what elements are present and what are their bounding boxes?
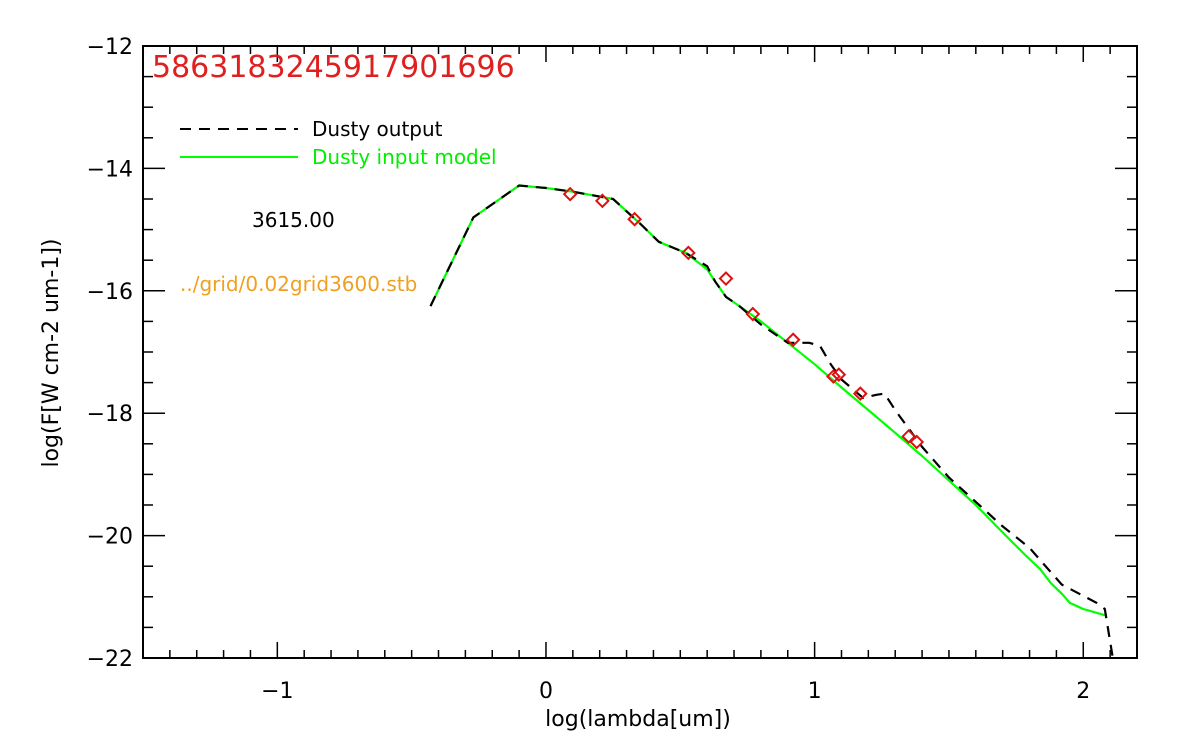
series-dusty-output [429, 184, 1114, 659]
photometry-point [745, 306, 761, 322]
x-tick-label: 2 [1076, 679, 1090, 704]
photometry-point [562, 186, 578, 202]
y-tick-label: −16 [87, 280, 133, 305]
y-tick-label: −14 [87, 157, 133, 182]
photometry-point [909, 434, 925, 450]
x-axis-label: log(lambda[um]) [545, 707, 731, 732]
photometry-point [785, 332, 801, 348]
y-tick-label: −20 [87, 525, 133, 550]
legend-label-dusty-output: Dusty output [312, 117, 443, 141]
y-tick-label: −18 [87, 402, 133, 427]
model-file-label: ../grid/0.02grid3600.stb [180, 272, 417, 296]
id-label: 5863183245917901696 [152, 50, 515, 85]
axis-tick-labels: −1 0 1 2 −22 −20 −18 −16 −14 −12 [87, 35, 1091, 704]
photometry-point [680, 245, 696, 261]
x-tick-label: 0 [539, 679, 553, 704]
axis-ticks [142, 45, 1138, 659]
plot-frame [142, 45, 1138, 659]
photometry-point [831, 367, 847, 383]
photometry-point [852, 386, 868, 402]
photometry-point [901, 429, 917, 444]
photometry-point [826, 369, 841, 384]
photometry-point [718, 271, 734, 286]
x-tick-label: 1 [808, 679, 822, 704]
y-axis-label: log(F[W cm-2 um-1]) [39, 238, 64, 467]
photometry-point [594, 193, 610, 209]
y-tick-label: −22 [87, 647, 133, 672]
x-tick-label: −1 [261, 679, 293, 704]
plot-lines [429, 184, 1114, 659]
series-dusty-input-model [429, 184, 1106, 617]
y-tick-label: −12 [87, 35, 133, 60]
photometry-point [627, 211, 643, 227]
temperature-label: 3615.00 [252, 208, 335, 232]
legend-label-dusty-input: Dusty input model [312, 145, 497, 169]
plot-markers [562, 186, 925, 450]
